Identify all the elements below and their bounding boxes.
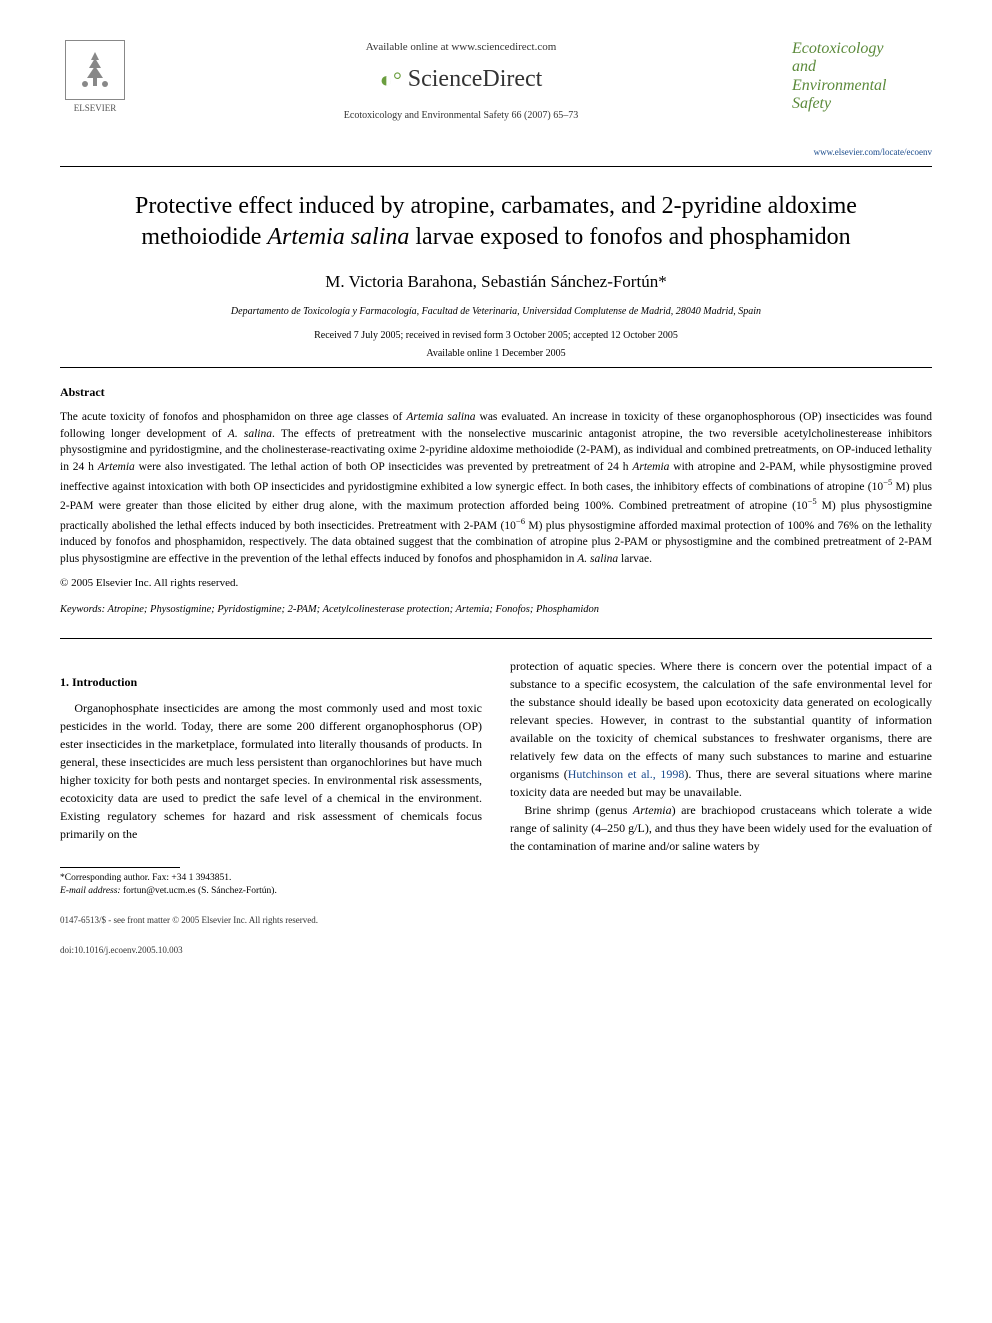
footnotes: *Corresponding author. Fax: +34 1 394385… <box>60 867 482 899</box>
article-title: Protective effect induced by atropine, c… <box>100 191 892 253</box>
keywords-line: Keywords: Atropine; Physostigmine; Pyrid… <box>60 603 932 618</box>
journal-link[interactable]: www.elsevier.com/locate/ecoenv <box>792 146 932 159</box>
citation-line: Ecotoxicology and Environmental Safety 6… <box>150 109 772 123</box>
article-page: ELSEVIER Available online at www.science… <box>0 0 992 997</box>
abstract-copyright: © 2005 Elsevier Inc. All rights reserved… <box>60 576 932 591</box>
authors: M. Victoria Barahona, Sebastián Sánchez-… <box>60 270 932 294</box>
received-dates: Received 7 July 2005; received in revise… <box>60 329 932 343</box>
journal-title-line1: Ecotoxicology <box>792 40 884 57</box>
email-line: E-mail address: fortun@vet.ucm.es (S. Sá… <box>60 885 482 898</box>
journal-box: Ecotoxicology and Environmental Safety w… <box>792 40 932 158</box>
journal-title-line4: Safety <box>792 95 831 112</box>
intro-heading: 1. Introduction <box>60 673 482 691</box>
keywords-rule <box>60 638 932 639</box>
intro-para2: Brine shrimp (genus Artemia) are brachio… <box>510 801 932 855</box>
keywords-list: Atropine; Physostigmine; Pyridostigmine;… <box>108 604 599 615</box>
sciencedirect-brand: ◐° ScienceDirect <box>150 63 772 97</box>
corresponding-author: *Corresponding author. Fax: +34 1 394385… <box>60 872 482 885</box>
issn-line: 0147-6513/$ - see front matter © 2005 El… <box>60 914 482 928</box>
email-address[interactable]: fortun@vet.ucm.es (S. Sánchez-Fortún). <box>123 886 277 896</box>
available-online-text: Available online at www.sciencedirect.co… <box>150 40 772 55</box>
doi-line: doi:10.1016/j.ecoenv.2005.10.003 <box>60 944 482 958</box>
header-center: Available online at www.sciencedirect.co… <box>130 40 792 123</box>
publisher-logo: ELSEVIER <box>60 40 130 115</box>
keywords-label: Keywords: <box>60 604 105 615</box>
journal-title-line2: and <box>792 58 816 75</box>
intro-para1: Organophosphate insecticides are among t… <box>60 699 482 843</box>
column-right: protection of aquatic species. Where the… <box>510 657 932 958</box>
column-left: 1. Introduction Organophosphate insectic… <box>60 657 482 958</box>
intro-para1-cont: protection of aquatic species. Where the… <box>510 657 932 801</box>
journal-title: Ecotoxicology and Environmental Safety <box>792 40 932 114</box>
sciencedirect-label: ScienceDirect <box>408 66 543 92</box>
available-date: Available online 1 December 2005 <box>60 347 932 361</box>
publisher-name: ELSEVIER <box>74 103 117 113</box>
header-row: ELSEVIER Available online at www.science… <box>60 40 932 158</box>
sciencedirect-icon: ◐° <box>380 67 402 92</box>
affiliation: Departamento de Toxicología y Farmacolog… <box>60 305 932 319</box>
abstract-body: The acute toxicity of fonofos and phosph… <box>60 409 932 568</box>
journal-title-line3: Environmental <box>792 77 887 94</box>
title-part2: larvae exposed to fonofos and phosphamid… <box>409 224 850 250</box>
elsevier-tree-icon <box>65 40 125 100</box>
title-rule <box>60 367 932 368</box>
title-italic: Artemia salina <box>267 224 409 250</box>
email-label: E-mail address: <box>60 886 121 896</box>
header-rule <box>60 166 932 167</box>
abstract-heading: Abstract <box>60 384 932 401</box>
body-columns: 1. Introduction Organophosphate insectic… <box>60 657 932 958</box>
